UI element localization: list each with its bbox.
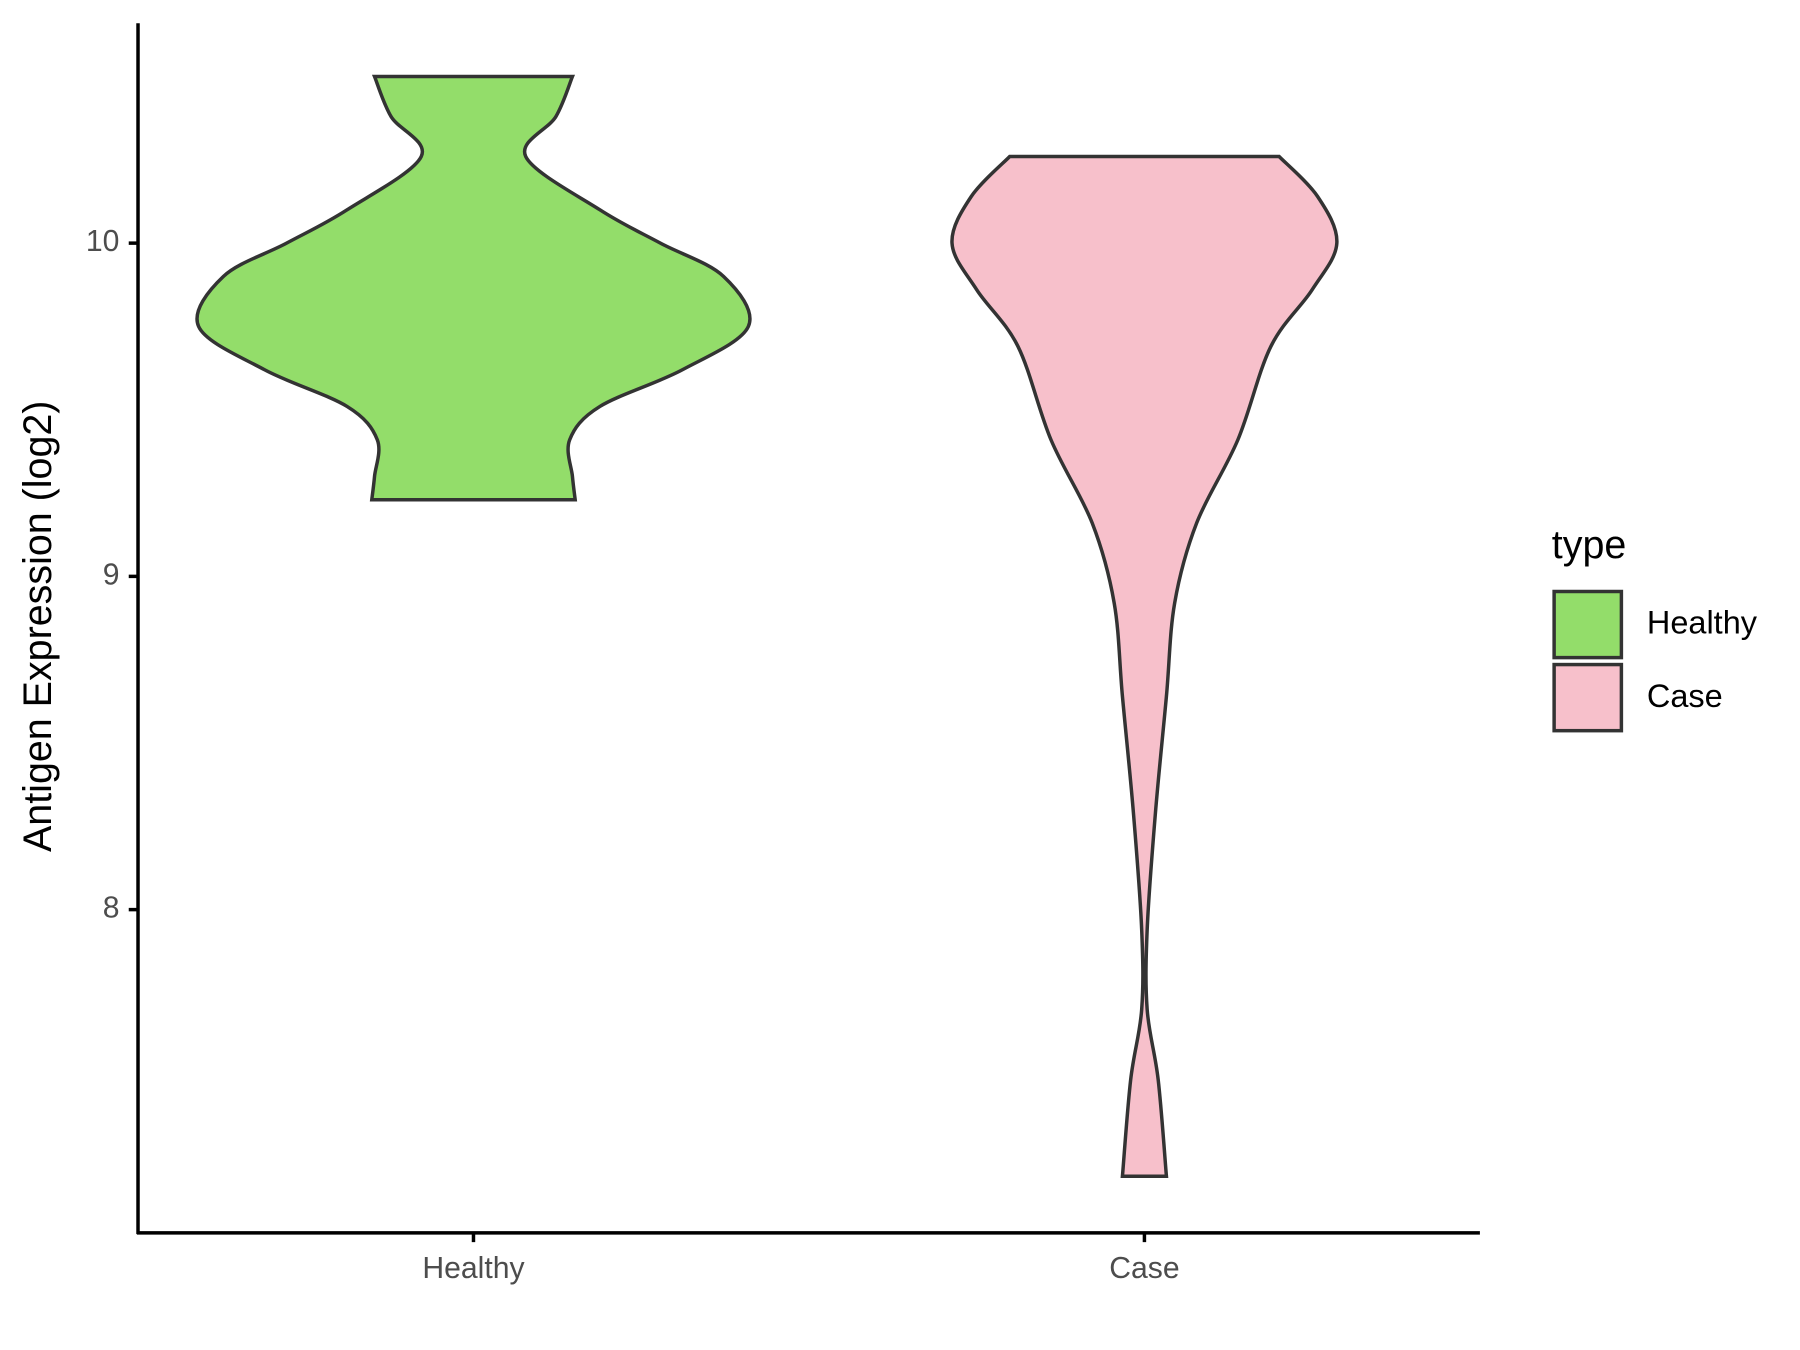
legend-label: Healthy [1647,605,1758,641]
y-tick-label: 10 [86,225,120,258]
legend-title: type [1552,523,1627,567]
x-tick-label: Case [1109,1252,1179,1285]
legend-key [1552,662,1624,733]
y-axis-label: Antigen Expression (log2) [16,401,60,852]
y-tick-label: 8 [103,892,120,925]
y-tick-label: 9 [103,558,120,591]
legend-label: Case [1647,678,1723,714]
x-tick-label: Healthy [422,1252,525,1285]
legend-key [1552,589,1624,660]
violin [950,154,1339,1178]
violin [195,74,752,502]
